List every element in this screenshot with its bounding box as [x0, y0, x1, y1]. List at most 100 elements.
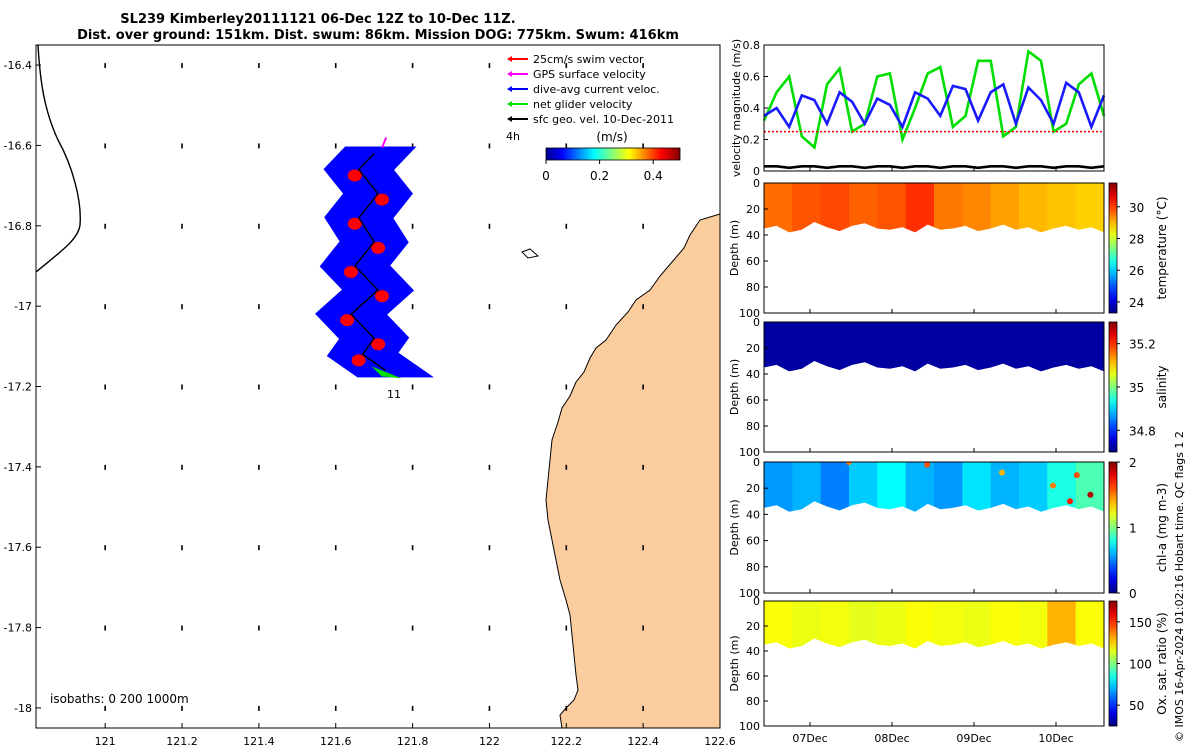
map-legend: 25cm/s swim vector GPS surface velocity di… [507, 53, 674, 126]
heatmap-y-tick-label: 100 [739, 720, 760, 733]
heatmap-segment [905, 601, 935, 649]
heatmap-y-tick-label: 0 [753, 456, 760, 469]
heatmap-segment [764, 183, 794, 233]
swim-vector-blob [375, 193, 389, 206]
isobaths-label: isobaths: 0 200 1000m [50, 692, 189, 706]
heatmap-segment [877, 322, 907, 372]
heatmap-segment [962, 183, 992, 233]
map-y-ticks: -16.4 -16.6 -16.8 -17 -17.2 -17.4 -17.6 -17.8 -1… [4, 59, 41, 715]
legend-label: 25cm/s swim vector [533, 53, 644, 66]
colorbar-gradient [545, 147, 681, 161]
heatmap-y-tick-label: 20 [746, 203, 760, 216]
map-y-tick-label: -17.2 [4, 381, 32, 394]
figure-title-line1: SL239 Kimberley20111121 06-Dec 12Z to 10… [120, 12, 515, 27]
heatmap-segment [1075, 322, 1104, 372]
figure-title-line2: Dist. over ground: 151km. Dist. swum: 86… [77, 28, 679, 43]
swim-vector-blob [351, 354, 366, 367]
colorbar-tick-label: 26 [1129, 264, 1144, 278]
velocity-y-tick-label: 0.6 [743, 71, 761, 84]
colorbar-tick-label: 30 [1129, 201, 1144, 215]
map-y-tick-label: -17.4 [4, 461, 32, 474]
colorbar-tick-label: 100 [1129, 658, 1152, 672]
heatmap-frame [763, 182, 1105, 314]
map-y-tick-label: -16.6 [4, 139, 32, 152]
colorbar-tick-label: 34.8 [1129, 424, 1156, 438]
colorbar-tick-label: 35.2 [1129, 338, 1156, 352]
heatmap-segment [764, 462, 794, 512]
heatmap-hotspot [924, 462, 931, 468]
heatmap-segment [990, 462, 1020, 512]
colorbar-tick-label: 0 [542, 169, 550, 183]
heatmap-segment [877, 183, 907, 233]
colorbar-unit-label: (m/s) [596, 130, 627, 144]
heatmap-segment [990, 322, 1020, 372]
date-x-tick-label: 10Dec [1038, 732, 1073, 745]
map-x-tick-label: 121.6 [320, 735, 352, 748]
heatmap-y-tick-label: 40 [746, 645, 760, 658]
date-x-tick-label: 08Dec [874, 732, 909, 745]
heatmap-hotspot [1073, 472, 1080, 479]
map-x-ticks: 121 121.2 121.4 121.6 121.8 122 122.2 122.4 122.… [95, 723, 736, 748]
heatmap-y-axis-label: Depth (m) [728, 635, 741, 691]
heatmap-y-axis-label: Depth (m) [728, 499, 741, 555]
heatmap-segment [1019, 183, 1049, 233]
colorbar-tick-label: 50 [1129, 699, 1144, 713]
legend-label: GPS surface velocity [533, 68, 646, 81]
heatmap-y-tick-label: 20 [746, 342, 760, 355]
depth-profile-line [36, 45, 81, 273]
swim-vector-blob [347, 217, 362, 230]
legend-label: dive-avg current veloc. [533, 83, 660, 96]
colorbar-tick-label: 28 [1129, 232, 1144, 246]
colorbar-ticks: 0 0.2 0.4 [542, 160, 663, 183]
heatmap-frame [763, 600, 1105, 727]
velocity-y-tick-label: 0.4 [743, 102, 761, 115]
temperature-panel: 0 20 40 60 80 100 Depth (m) 24 26 28 30 temperature… [728, 177, 1169, 320]
gps-velocity-vector [381, 137, 388, 148]
copyright-note: © IMOS 16-Apr-2024 01:02:16 Hobart time.… [1173, 431, 1186, 742]
map-y-tick-label: -16.4 [4, 59, 32, 72]
map-x-tick-label: 122.4 [627, 735, 659, 748]
heatmap-cells [764, 322, 1104, 372]
heatmap-frame [763, 461, 1105, 594]
heatmap-segment [1019, 322, 1049, 372]
date-x-tick-label: 09Dec [956, 732, 991, 745]
map-y-tick-label: -18 [14, 702, 32, 715]
heatmap-segment [1075, 601, 1104, 649]
heatmap-segment [820, 322, 850, 372]
vector-scale-label: 4h [506, 130, 520, 143]
velocity-y-tick-label: 0.2 [743, 134, 761, 147]
velocity-y-axis-label: velocity magnitude (m/s) [730, 39, 743, 177]
heatmap-y-tick-label: 60 [746, 394, 760, 407]
colorbar-vertical [1108, 461, 1118, 594]
map-x-tick-label: 122.6 [704, 735, 736, 748]
land-mass [545, 213, 720, 728]
colorbar-tick-label: 0.4 [644, 169, 663, 183]
heatmap-segment [990, 183, 1020, 233]
heatmap-segment [934, 462, 964, 512]
heatmap-y-tick-label: 40 [746, 229, 760, 242]
map-x-tick-label: 121.8 [397, 735, 429, 748]
velocity-series-line [762, 48, 1106, 150]
flow-arrows [104, 63, 644, 711]
colorbar-label: temperature (°C) [1155, 197, 1169, 300]
swim-vector-blob [340, 314, 355, 327]
swim-vector-blob [371, 338, 386, 351]
colorbar-tick-label: 0.2 [590, 169, 609, 183]
salinity-panel: 0 20 40 60 80 100 Depth (m) 34.8 35 35.2 salinity [728, 316, 1169, 459]
heatmap-segment [962, 462, 992, 512]
glider-track-line [350, 152, 387, 372]
colorbar-vertical [1108, 182, 1118, 314]
colorbar-vertical [1108, 321, 1118, 453]
map-x-tick-label: 122 [479, 735, 500, 748]
colorbar-label: Ox. sat. ratio (%) [1155, 612, 1169, 714]
legend-label: sfc geo. vel. 10-Dec-2011 [533, 113, 674, 126]
heatmap-segment [905, 322, 935, 372]
heatmap-segment [1047, 183, 1077, 233]
map-y-tick-label: -17.6 [4, 541, 32, 554]
colorbar-tick-label: 150 [1129, 616, 1152, 630]
island-outline [521, 248, 540, 259]
heatmap-y-tick-label: 80 [746, 281, 760, 294]
heatmap-cells [764, 183, 1104, 233]
